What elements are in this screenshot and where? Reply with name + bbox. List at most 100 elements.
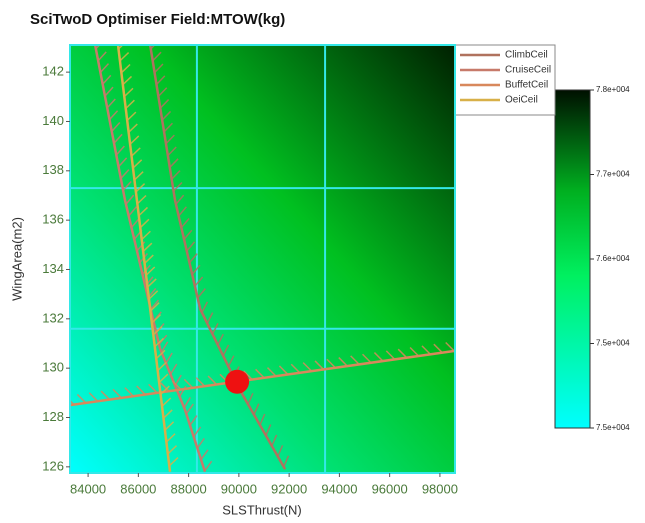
- hatch: [150, 45, 156, 50]
- legend-label: OeiCeil: [505, 95, 538, 106]
- hatch: [76, 393, 87, 404]
- hatch: [247, 392, 254, 405]
- hatch: [118, 157, 128, 168]
- hatch: [160, 341, 169, 353]
- hatch: [154, 63, 164, 74]
- hatch: [149, 302, 160, 312]
- hatch: [142, 242, 153, 253]
- hatch: [148, 290, 159, 300]
- field: [70, 45, 455, 473]
- colorbar-tick-label: 7.7e+004: [596, 170, 630, 179]
- hatch: [106, 98, 116, 109]
- x-tick-label: 90000: [221, 481, 257, 496]
- hatch: [133, 171, 144, 181]
- hatch: [104, 86, 114, 97]
- hatch: [100, 390, 111, 401]
- legend: [454, 44, 556, 116]
- x-axis-label: SLSThrust(N): [222, 502, 301, 517]
- hatch: [255, 368, 265, 379]
- hatch: [266, 367, 277, 377]
- hatch: [194, 276, 204, 287]
- hatch: [160, 385, 170, 395]
- hatch: [165, 433, 176, 443]
- hatch: [157, 87, 168, 97]
- hatch: [421, 345, 431, 355]
- hatch: [160, 382, 170, 392]
- y-tick-label: 132: [42, 310, 64, 325]
- hatch: [243, 370, 253, 381]
- hatch: [253, 403, 260, 415]
- hatch: [113, 133, 123, 144]
- hatch: [128, 206, 137, 217]
- x-tick-label: 94000: [321, 481, 357, 496]
- hatch: [126, 111, 137, 121]
- hatch: [152, 51, 162, 62]
- hatch: [445, 341, 455, 352]
- hatch: [200, 449, 209, 461]
- hatch: [161, 110, 172, 121]
- hatch: [227, 355, 235, 367]
- hatch: [314, 360, 325, 370]
- legend-label: BuffetCeil: [505, 80, 548, 91]
- colorbar-tick-label: 7.8e+004: [596, 85, 630, 94]
- hatch: [131, 147, 141, 157]
- hatch: [162, 409, 173, 419]
- hatch: [88, 392, 99, 402]
- hatch: [147, 278, 157, 288]
- hatch: [397, 348, 408, 359]
- hatch: [173, 181, 183, 192]
- hatch: [175, 194, 185, 205]
- constraint-line: [93, 45, 207, 473]
- hatch: [123, 87, 134, 98]
- hatch: [183, 229, 193, 240]
- hatch: [136, 194, 147, 205]
- hatch: [151, 314, 162, 324]
- hatch: [136, 385, 146, 396]
- legend-label: ClimbCeil: [505, 50, 548, 61]
- hatch: [283, 455, 290, 468]
- hatch: [145, 266, 156, 276]
- hatch: [112, 388, 123, 399]
- hatch: [122, 180, 132, 191]
- constraint-line: [148, 45, 287, 470]
- hatch: [159, 99, 170, 109]
- x-tick-label: 84000: [70, 481, 106, 496]
- y-tick-label: 128: [42, 409, 64, 424]
- hatch: [362, 353, 372, 364]
- hatch: [119, 52, 130, 62]
- hatch: [125, 99, 135, 110]
- hatch: [290, 363, 301, 374]
- hatch: [188, 253, 198, 264]
- hatch: [207, 375, 218, 386]
- hatch: [171, 170, 181, 180]
- hatch: [180, 218, 190, 229]
- hatch: [185, 403, 194, 415]
- hatch: [385, 350, 396, 360]
- hatch: [157, 361, 167, 372]
- hatch: [135, 183, 146, 193]
- hatch: [183, 397, 191, 409]
- hatch: [117, 45, 124, 50]
- hatch: [99, 63, 110, 73]
- hatch: [265, 424, 272, 436]
- hatch: [178, 206, 187, 217]
- colorbar-tick-label: 7.5e+004: [596, 339, 630, 348]
- hatch: [206, 312, 214, 324]
- y-tick-label: 142: [42, 64, 64, 79]
- hatch: [338, 357, 348, 367]
- constraint-line: [70, 349, 455, 407]
- hatch: [211, 323, 219, 335]
- x-tick-label: 88000: [171, 481, 207, 496]
- y-tick-label: 136: [42, 212, 64, 227]
- x-tick-label: 96000: [372, 481, 408, 496]
- hatch: [191, 264, 201, 275]
- hatch: [259, 413, 266, 426]
- y-tick-label: 130: [42, 360, 64, 375]
- hatch: [189, 415, 198, 426]
- hatch: [302, 362, 313, 372]
- hatch: [132, 159, 143, 169]
- hatch: [183, 378, 194, 389]
- hatch: [108, 110, 119, 121]
- legend-label: CruiseCeil: [505, 65, 551, 76]
